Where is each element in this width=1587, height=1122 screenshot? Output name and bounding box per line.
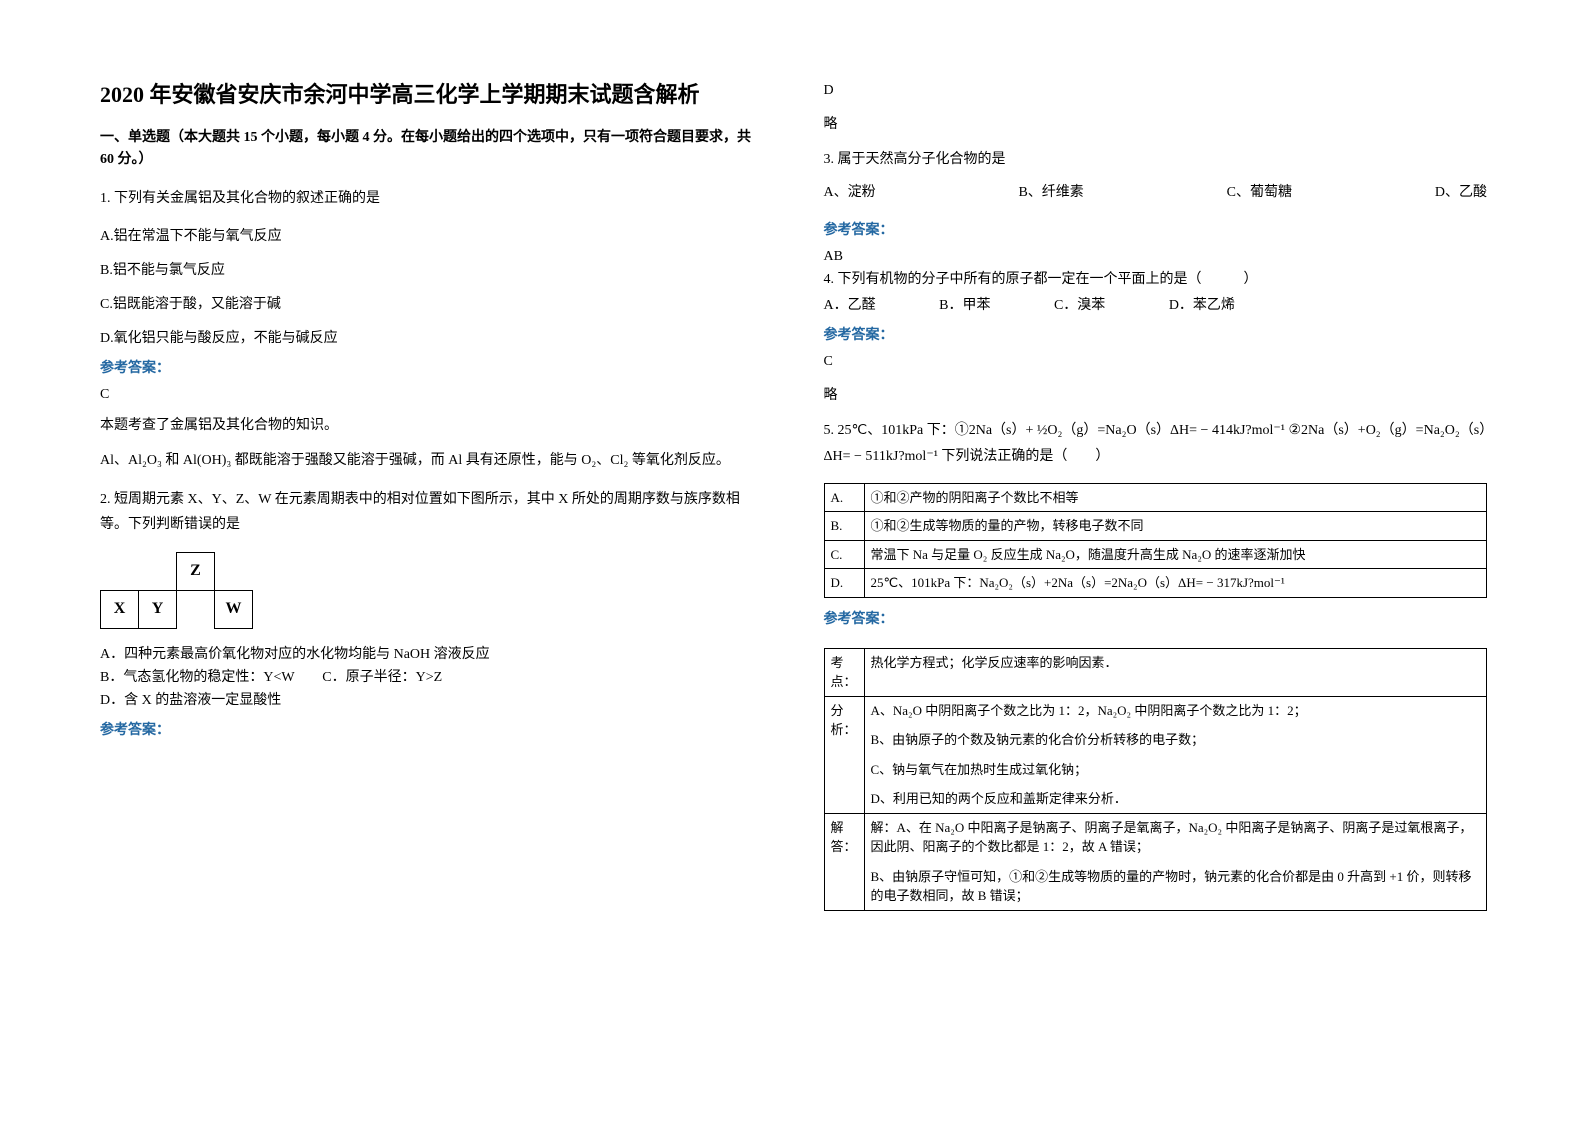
jd-b: B、由钠原子守恒可知，①和②生成等物质的量的产物时，钠元素的化合价都是由 0 升… [871, 867, 1481, 906]
section-1-head: 一、单选题（本大题共 15 个小题，每小题 4 分。在每小题给出的四个选项中，只… [100, 127, 764, 172]
q3-opt-b: B、纤维素 [1018, 180, 1083, 205]
q3-opt-a: A、淀粉 [824, 180, 876, 205]
grid-w: W [215, 590, 253, 628]
q3-opt-d: D、乙酸 [1435, 180, 1487, 205]
question-5: 5. 25℃、101kPa 下：①2Na（s）+ ½O₂（g）=Na₂O（s）Δ… [824, 418, 1488, 468]
periodic-grid: Z X Y W [100, 552, 253, 629]
right-column: D 略 3. 属于天然高分子化合物的是 A、淀粉 B、纤维素 C、葡萄糖 D、乙… [824, 80, 1488, 1082]
q1-stem: 1. 下列有关金属铝及其化合物的叙述正确的是 [100, 186, 764, 211]
q4-opt-d: D．苯乙烯 [1169, 298, 1235, 313]
q1-opt-b: B.铝不能与氯气反应 [100, 259, 764, 279]
q1-opt-a: A.铝在常温下不能与氧气反应 [100, 225, 764, 245]
grid-z: Z [177, 552, 215, 590]
grid-y: Y [139, 590, 177, 628]
q2-opt-d: D．含 X 的盐溶液一定显酸性 [100, 689, 764, 709]
fx-body: A、Na₂O 中阴阳离子个数之比为 1：2，Na₂O₂ 中阴阳离子个数之比为 1… [864, 696, 1487, 813]
grid-x: X [101, 590, 139, 628]
q3-stem: 3. 属于天然高分子化合物的是 [824, 147, 1488, 172]
q5-row-d-label: D. [824, 569, 864, 598]
q5-row-a-label: A. [824, 483, 864, 512]
q4-opt-a: A．乙醛 [824, 298, 876, 313]
q3-answer: AB [824, 249, 1488, 265]
left-column: 2020 年安徽省安庆市余河中学高三化学上学期期末试题含解析 一、单选题（本大题… [100, 80, 764, 1082]
q1-answer-label: 参考答案： [100, 357, 764, 377]
question-3: 3. 属于天然高分子化合物的是 A、淀粉 B、纤维素 C、葡萄糖 D、乙酸 [824, 147, 1488, 205]
q5-options-table: A.①和②产物的阴阳离子个数比不相等 B.①和②生成等物质的量的产物，转移电子数… [824, 483, 1488, 598]
fx-a: A、Na₂O 中阴阳离子个数之比为 1：2，Na₂O₂ 中阴阳离子个数之比为 1… [871, 701, 1481, 721]
fx-d: D、利用已知的两个反应和盖斯定律来分析． [871, 789, 1481, 809]
fx-b: B、由钠原子的个数及钠元素的化合价分析转移的电子数； [871, 730, 1481, 750]
q1-explain-2: Al、Al₂O₃ 和 Al(OH)₃ 都既能溶于强酸又能溶于强碱，而 Al 具有… [100, 448, 764, 473]
page-title: 2020 年安徽省安庆市余河中学高三化学上学期期末试题含解析 [100, 80, 764, 111]
fx-c: C、钠与氧气在加热时生成过氧化钠； [871, 760, 1481, 780]
q1-opt-c: C.铝既能溶于酸，又能溶于碱 [100, 293, 764, 313]
kd-label: 考点： [824, 648, 864, 696]
q1-opt-d: D.氧化铝只能与酸反应，不能与碱反应 [100, 327, 764, 347]
q2-opt-a: A．四种元素最高价氧化物对应的水化物均能与 NaOH 溶液反应 [100, 643, 764, 663]
question-1: 1. 下列有关金属铝及其化合物的叙述正确的是 [100, 186, 764, 211]
q1-answer: C [100, 387, 764, 403]
q3-opt-c: C、葡萄糖 [1227, 180, 1292, 205]
q4-stem: 4. 下列有机物的分子中所有的原子都一定在一个平面上的是（ ） [824, 268, 1488, 288]
q4-answer: C [824, 354, 1488, 370]
q2-stem: 2. 短周期元素 X、Y、Z、W 在元素周期表中的相对位置如下图所示，其中 X … [100, 487, 764, 537]
q4-options: A．乙醛 B．甲苯 C．溴苯 D．苯乙烯 [824, 294, 1488, 314]
q5-row-d: 25℃、101kPa 下：Na₂O₂（s）+2Na（s）=2Na₂O（s）ΔH=… [864, 569, 1487, 598]
q2-answer: D [824, 83, 1488, 99]
q4-brief: 略 [824, 384, 1488, 404]
q5-row-c: 常温下 Na 与足量 O₂ 反应生成 Na₂O，随温度升高生成 Na₂O 的速率… [864, 540, 1487, 569]
analysis-table: 考点： 热化学方程式；化学反应速率的影响因素． 分析： A、Na₂O 中阴阳离子… [824, 648, 1488, 911]
q4-answer-label: 参考答案： [824, 324, 1488, 344]
q5-row-a: ①和②产物的阴阳离子个数比不相等 [864, 483, 1487, 512]
q1-explain-1: 本题考查了金属铝及其化合物的知识。 [100, 413, 764, 438]
q4-opt-b: B．甲苯 [939, 298, 990, 313]
q2-opt-bc: B．气态氢化物的稳定性：Y<W C．原子半径：Y>Z [100, 666, 764, 686]
jd-body: 解：A、在 Na₂O 中阳离子是钠离子、阴离子是氧离子，Na₂O₂ 中阳离子是钠… [864, 813, 1487, 910]
jd-a: 解：A、在 Na₂O 中阳离子是钠离子、阴离子是氧离子，Na₂O₂ 中阳离子是钠… [871, 818, 1481, 857]
jd-label: 解答： [824, 813, 864, 910]
q5-row-b: ①和②生成等物质的量的产物，转移电子数不同 [864, 512, 1487, 541]
q5-answer-label: 参考答案： [824, 608, 1488, 628]
question-2: 2. 短周期元素 X、Y、Z、W 在元素周期表中的相对位置如下图所示，其中 X … [100, 487, 764, 537]
q5-row-b-label: B. [824, 512, 864, 541]
q4-opt-c: C．溴苯 [1054, 298, 1105, 313]
fx-label: 分析： [824, 696, 864, 813]
q5-row-c-label: C. [824, 540, 864, 569]
q5-stem: 5. 25℃、101kPa 下：①2Na（s）+ ½O₂（g）=Na₂O（s）Δ… [824, 418, 1488, 468]
q3-answer-label: 参考答案： [824, 219, 1488, 239]
q2-brief: 略 [824, 113, 1488, 133]
kd-text: 热化学方程式；化学反应速率的影响因素． [864, 648, 1487, 696]
q2-answer-label: 参考答案： [100, 719, 764, 739]
